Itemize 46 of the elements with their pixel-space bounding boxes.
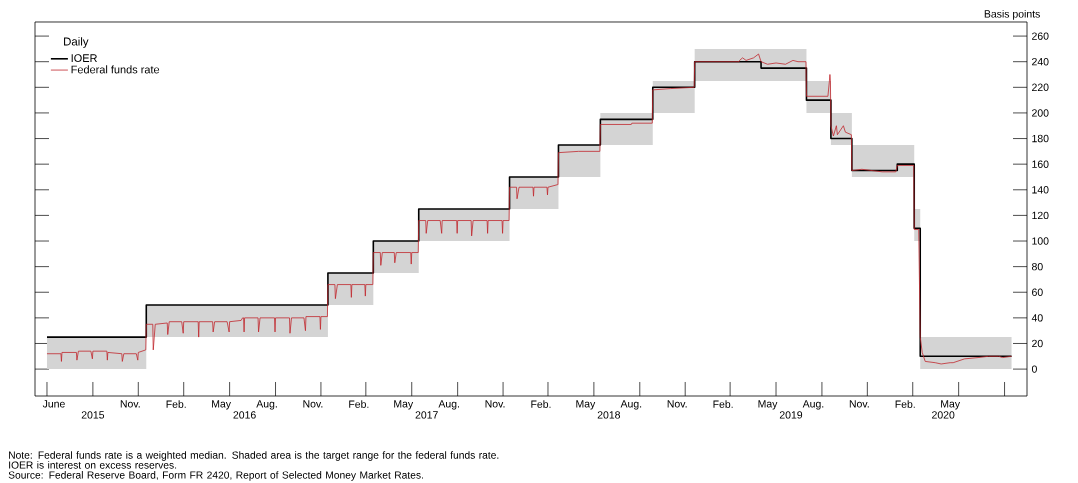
source-note: Source: Federal Reserve Board, Form FR 2420, Report of Selected Money Market Rates.	[8, 471, 423, 481]
x-tick-label: Nov.	[485, 400, 505, 408]
x2-tick-label: 2020	[932, 411, 955, 419]
x-tick-label: Aug.	[802, 400, 824, 410]
x-tick-label: May	[941, 400, 961, 410]
y-tick-label: 240	[1032, 58, 1049, 66]
y-tick-label: 40	[1031, 314, 1043, 322]
y-tick-label: 180	[1032, 134, 1049, 143]
x-tick-label: Aug.	[438, 400, 459, 410]
legend-title: Daily	[64, 37, 89, 48]
x2-tick-label: 2017	[415, 411, 438, 419]
y-tick-label: 0	[1031, 365, 1037, 373]
x-tick-label: Feb.	[531, 400, 551, 408]
x2-tick-label: 2015	[81, 411, 105, 419]
x-tick-label: May	[576, 400, 596, 410]
y-tick-label: 100	[1032, 237, 1049, 245]
y-tick-label: 80	[1031, 262, 1043, 271]
legend-label: Federal funds rate	[71, 65, 160, 74]
x-tick-label: Nov.	[303, 400, 323, 408]
legend-label: IOER	[71, 54, 97, 62]
x-tick-label: Feb.	[713, 400, 733, 408]
y-tick-label: 60	[1032, 288, 1043, 296]
text: Note: Federal funds rate is a weighted median. Shaded area is the target range for the federal funds rate. IOER is interest on excess reserves.	[9, 451, 499, 469]
x-tick-label: Feb.	[349, 400, 369, 408]
x-tick-label: Nov.	[120, 400, 140, 408]
x2-tick-label: 2018	[597, 411, 621, 419]
y-tick-label: 160	[1032, 160, 1049, 168]
x-tick-label: Aug.	[256, 400, 277, 410]
x-tick-label: Nov.	[849, 400, 869, 408]
x-tick-label: May	[758, 400, 778, 410]
x-tick-label: May	[212, 400, 231, 410]
y-tick-label: 120	[1032, 211, 1049, 220]
x-tick-label: Feb.	[895, 400, 915, 408]
x2-tick-label: 2019	[779, 411, 803, 419]
x-tick-label: May	[394, 400, 414, 410]
x-tick-label: Feb.	[166, 400, 186, 408]
y-axis-title: Basis points	[984, 9, 1040, 20]
x-tick-label: Nov.	[667, 400, 687, 408]
x-tick-label: Aug.	[620, 400, 642, 410]
y-tick-label: 220	[1032, 83, 1049, 92]
y-tick-label: 140	[1032, 186, 1049, 194]
x-tick-label: June	[42, 400, 65, 408]
y-tick-label: 20	[1032, 339, 1043, 348]
y-tick-label: 200	[1032, 109, 1049, 117]
x2-tick-label: 2016	[233, 411, 256, 419]
y-tick-label: 260	[1032, 32, 1049, 40]
